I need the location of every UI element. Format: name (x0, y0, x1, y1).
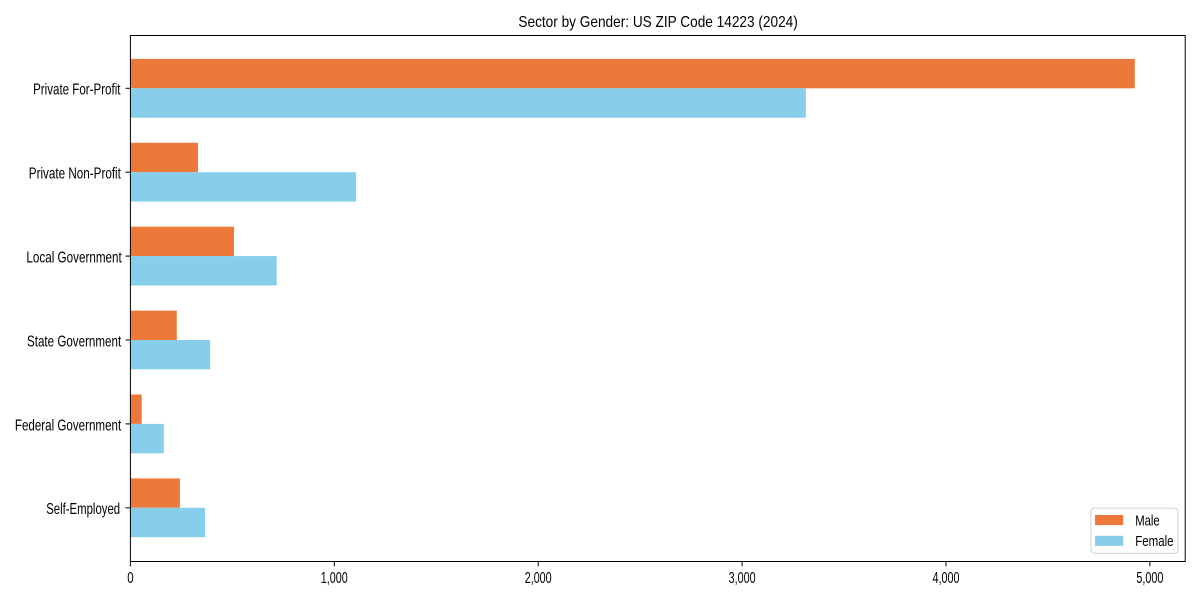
svg-text:Private Non-Profit: Private Non-Profit (29, 166, 122, 183)
svg-text:Self-Employed: Self-Employed (46, 501, 120, 518)
svg-text:Male: Male (1135, 513, 1160, 530)
svg-text:Private For-Profit: Private For-Profit (33, 82, 121, 99)
svg-text:Local Government: Local Government (26, 250, 122, 267)
svg-text:Female: Female (1135, 533, 1173, 550)
svg-text:State Government: State Government (27, 333, 122, 350)
svg-text:1,000: 1,000 (321, 570, 348, 587)
svg-text:2,000: 2,000 (525, 570, 552, 587)
svg-text:Sector by Gender: US ZIP Code: Sector by Gender: US ZIP Code 14223 (202… (518, 14, 797, 31)
svg-text:4,000: 4,000 (933, 570, 960, 587)
svg-text:0: 0 (127, 570, 134, 587)
svg-text:5,000: 5,000 (1136, 570, 1163, 587)
svg-text:3,000: 3,000 (729, 570, 756, 587)
svg-text:Federal Government: Federal Government (15, 417, 122, 434)
